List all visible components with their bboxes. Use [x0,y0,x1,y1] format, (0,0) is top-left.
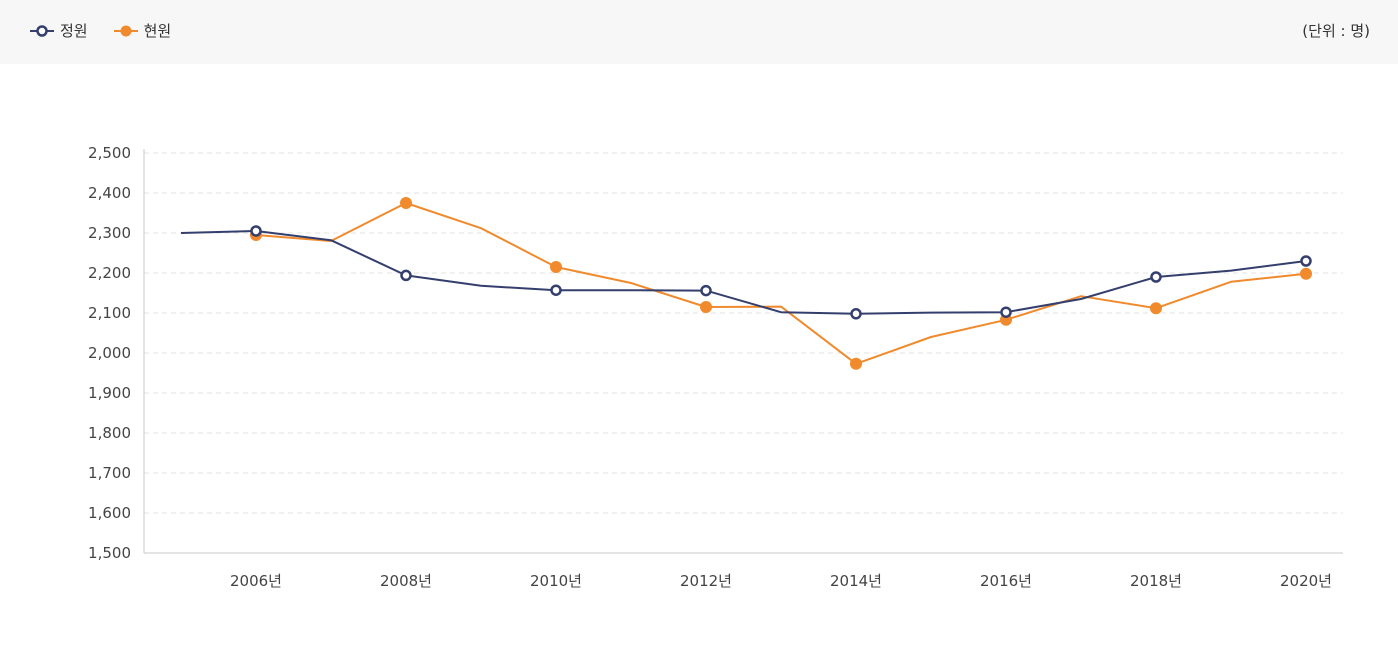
unit-label: (단위 : 명) [1302,22,1370,40]
y-tick-label: 2,000 [88,344,131,362]
series-line-0 [180,230,1307,315]
legend-item-jeongwon[interactable]: 정원 [30,20,88,42]
grid-lines [144,152,1343,514]
y-axis-ticks: 1,500 1,600 1,700 1,800 1,900 2,000 2,100 2,200… [88,144,131,562]
data-point-marker [550,261,562,273]
y-tick-label: 1,500 [88,544,131,562]
x-tick-label: 2008년 [380,572,432,590]
chart-header-bar: 정원 현원 (단위 : 명) [0,0,1398,64]
data-point-marker [850,308,862,320]
data-point-marker [1000,306,1012,318]
data-point-marker [1150,271,1162,283]
data-point-marker [550,284,562,296]
y-tick-label: 2,400 [88,184,131,202]
y-tick-label: 2,200 [88,264,131,282]
data-point-marker [700,284,712,297]
hollow-circle-line-icon [30,25,54,37]
x-tick-label: 2016년 [980,572,1032,590]
line-chart: 1,500 1,600 1,700 1,800 1,900 2,000 2,100 2,200… [88,144,1343,590]
legend-label-jeongwon: 정원 [60,22,88,40]
y-tick-label: 1,900 [88,384,131,402]
data-point-marker [1300,267,1312,280]
y-tick-label: 1,700 [88,464,131,482]
y-tick-label: 1,600 [88,504,131,522]
data-point-marker [400,269,412,282]
series-line-1 [255,202,1307,365]
data-point-marker [850,357,862,370]
axes [143,149,1343,554]
data-point-marker [400,197,412,209]
x-axis-ticks: 2006년 2008년 2010년 2012년 2014년 2016년 2018년 2020년 [230,572,1332,590]
x-tick-label: 2020년 [1280,572,1332,590]
y-tick-label: 2,300 [88,224,131,242]
x-tick-label: 2014년 [830,572,882,590]
data-point-marker [700,301,712,313]
data-point-marker [250,225,262,237]
data-point-marker [1300,255,1312,267]
x-tick-label: 2012년 [680,572,732,590]
legend-label-hyeonwon: 현원 [143,22,172,40]
legend-item-hyeonwon[interactable]: 현원 [113,20,172,42]
data-point-marker [1150,302,1162,315]
x-tick-label: 2006년 [230,572,282,590]
y-tick-label: 2,100 [88,304,131,322]
filled-circle-line-icon [113,25,138,37]
x-tick-label: 2018년 [1130,572,1182,590]
y-tick-label: 1,800 [88,424,131,442]
x-tick-label: 2010년 [530,572,582,590]
series [180,197,1312,370]
chart-legend: 정원 현원 [30,20,197,42]
y-tick-label: 2,500 [88,144,131,162]
